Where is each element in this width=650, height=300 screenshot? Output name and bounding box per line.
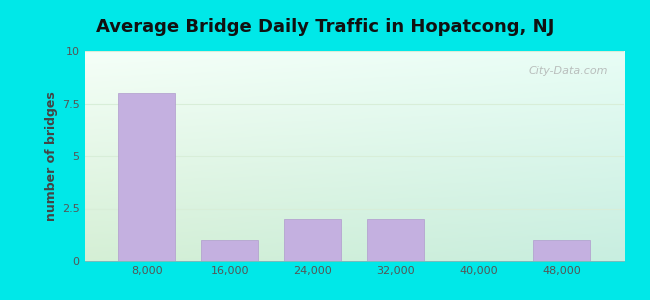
Text: City-Data.com: City-Data.com: [528, 66, 608, 76]
Bar: [284, 219, 341, 261]
Bar: [118, 93, 176, 261]
Bar: [533, 240, 590, 261]
Text: Average Bridge Daily Traffic in Hopatcong, NJ: Average Bridge Daily Traffic in Hopatcon…: [96, 18, 554, 36]
Bar: [367, 219, 424, 261]
Bar: [202, 240, 258, 261]
Y-axis label: number of bridges: number of bridges: [45, 91, 58, 221]
